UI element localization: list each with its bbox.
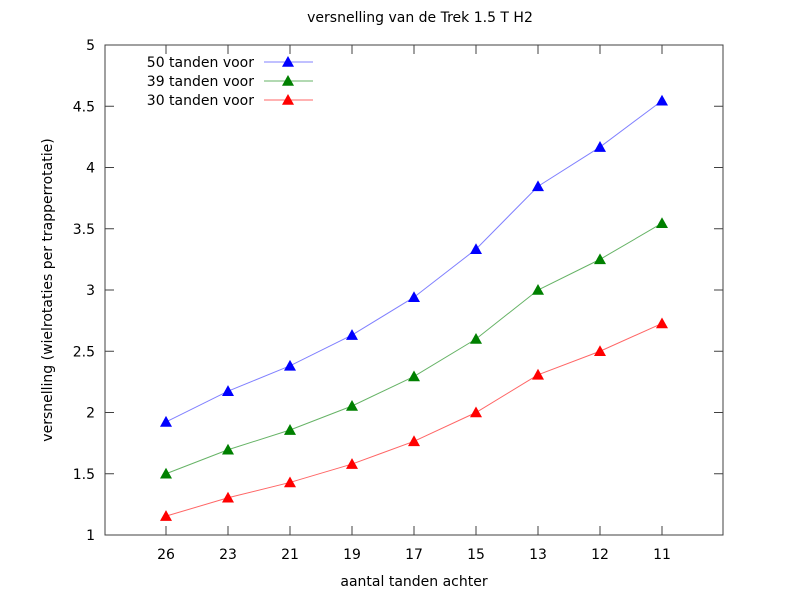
x-tick-label: 19 — [343, 547, 361, 563]
x-axis-ticks: 26 23 21 19 17 15 13 12 11 — [157, 45, 671, 563]
triangle-marker-icon — [346, 329, 358, 340]
legend-label: 39 tanden voor — [147, 74, 254, 90]
triangle-marker-icon — [160, 510, 172, 521]
y-tick-label: 3.5 — [73, 222, 95, 238]
y-tick-label: 4 — [86, 161, 95, 177]
triangle-marker-icon — [282, 94, 294, 105]
triangle-marker-icon — [282, 75, 294, 86]
triangle-marker-icon — [408, 435, 420, 447]
x-tick-label: 12 — [591, 547, 609, 563]
x-axis-label: aantal tanden achter — [340, 574, 487, 590]
y-axis-label: versnelling (wielrotaties per trapperrot… — [40, 138, 56, 441]
triangle-marker-icon — [346, 400, 358, 411]
x-tick-label: 23 — [219, 547, 237, 563]
triangle-marker-icon — [656, 94, 668, 106]
triangle-marker-icon — [284, 359, 296, 371]
triangle-marker-icon — [532, 368, 544, 380]
y-axis-ticks: 1 1.5 2 2.5 3 3.5 4 4.5 5 — [73, 38, 723, 544]
legend-item: 30 tanden voor — [147, 93, 313, 109]
triangle-marker-icon — [594, 345, 606, 357]
y-tick-label: 3 — [86, 283, 95, 299]
triangle-marker-icon — [346, 458, 358, 469]
triangle-marker-icon — [222, 443, 234, 455]
triangle-marker-icon — [470, 406, 482, 418]
triangle-marker-icon — [532, 284, 544, 295]
series-0 — [160, 94, 668, 427]
legend-item: 39 tanden voor — [147, 74, 313, 90]
series-2 — [160, 317, 668, 521]
series-1 — [160, 217, 668, 479]
data-series — [160, 94, 668, 521]
triangle-marker-icon — [656, 317, 668, 329]
legend-label: 50 tanden voor — [147, 55, 254, 71]
x-tick-label: 21 — [281, 547, 299, 563]
y-tick-label: 1.5 — [73, 467, 95, 483]
chart-title: versnelling van de Trek 1.5 T H2 — [307, 10, 533, 26]
y-tick-label: 4.5 — [73, 99, 95, 115]
legend: 50 tanden voor 39 tanden voor 30 tanden vo… — [147, 55, 313, 109]
triangle-marker-icon — [408, 370, 420, 382]
triangle-marker-icon — [594, 253, 606, 265]
triangle-marker-icon — [222, 385, 234, 396]
triangle-marker-icon — [284, 424, 296, 435]
triangle-marker-icon — [222, 491, 234, 503]
y-tick-label: 5 — [86, 38, 95, 54]
x-tick-label: 15 — [467, 547, 485, 563]
triangle-marker-icon — [594, 141, 606, 152]
triangle-marker-icon — [282, 56, 294, 67]
x-tick-label: 17 — [405, 547, 423, 563]
triangle-marker-icon — [408, 291, 420, 303]
triangle-marker-icon — [656, 217, 668, 229]
x-tick-label: 26 — [157, 547, 175, 563]
series-line — [165, 322, 663, 517]
x-tick-label: 11 — [653, 547, 671, 563]
y-tick-label: 2.5 — [73, 344, 95, 360]
triangle-marker-icon — [532, 180, 544, 192]
y-tick-label: 2 — [86, 406, 95, 422]
triangle-marker-icon — [160, 415, 172, 427]
legend-label: 30 tanden voor — [147, 93, 254, 109]
triangle-marker-icon — [470, 243, 482, 255]
x-tick-label: 13 — [529, 547, 547, 563]
triangle-marker-icon — [470, 333, 482, 344]
triangle-marker-icon — [284, 476, 296, 488]
legend-item: 50 tanden voor — [147, 55, 313, 71]
y-tick-label: 1 — [86, 528, 95, 544]
triangle-marker-icon — [160, 467, 172, 479]
